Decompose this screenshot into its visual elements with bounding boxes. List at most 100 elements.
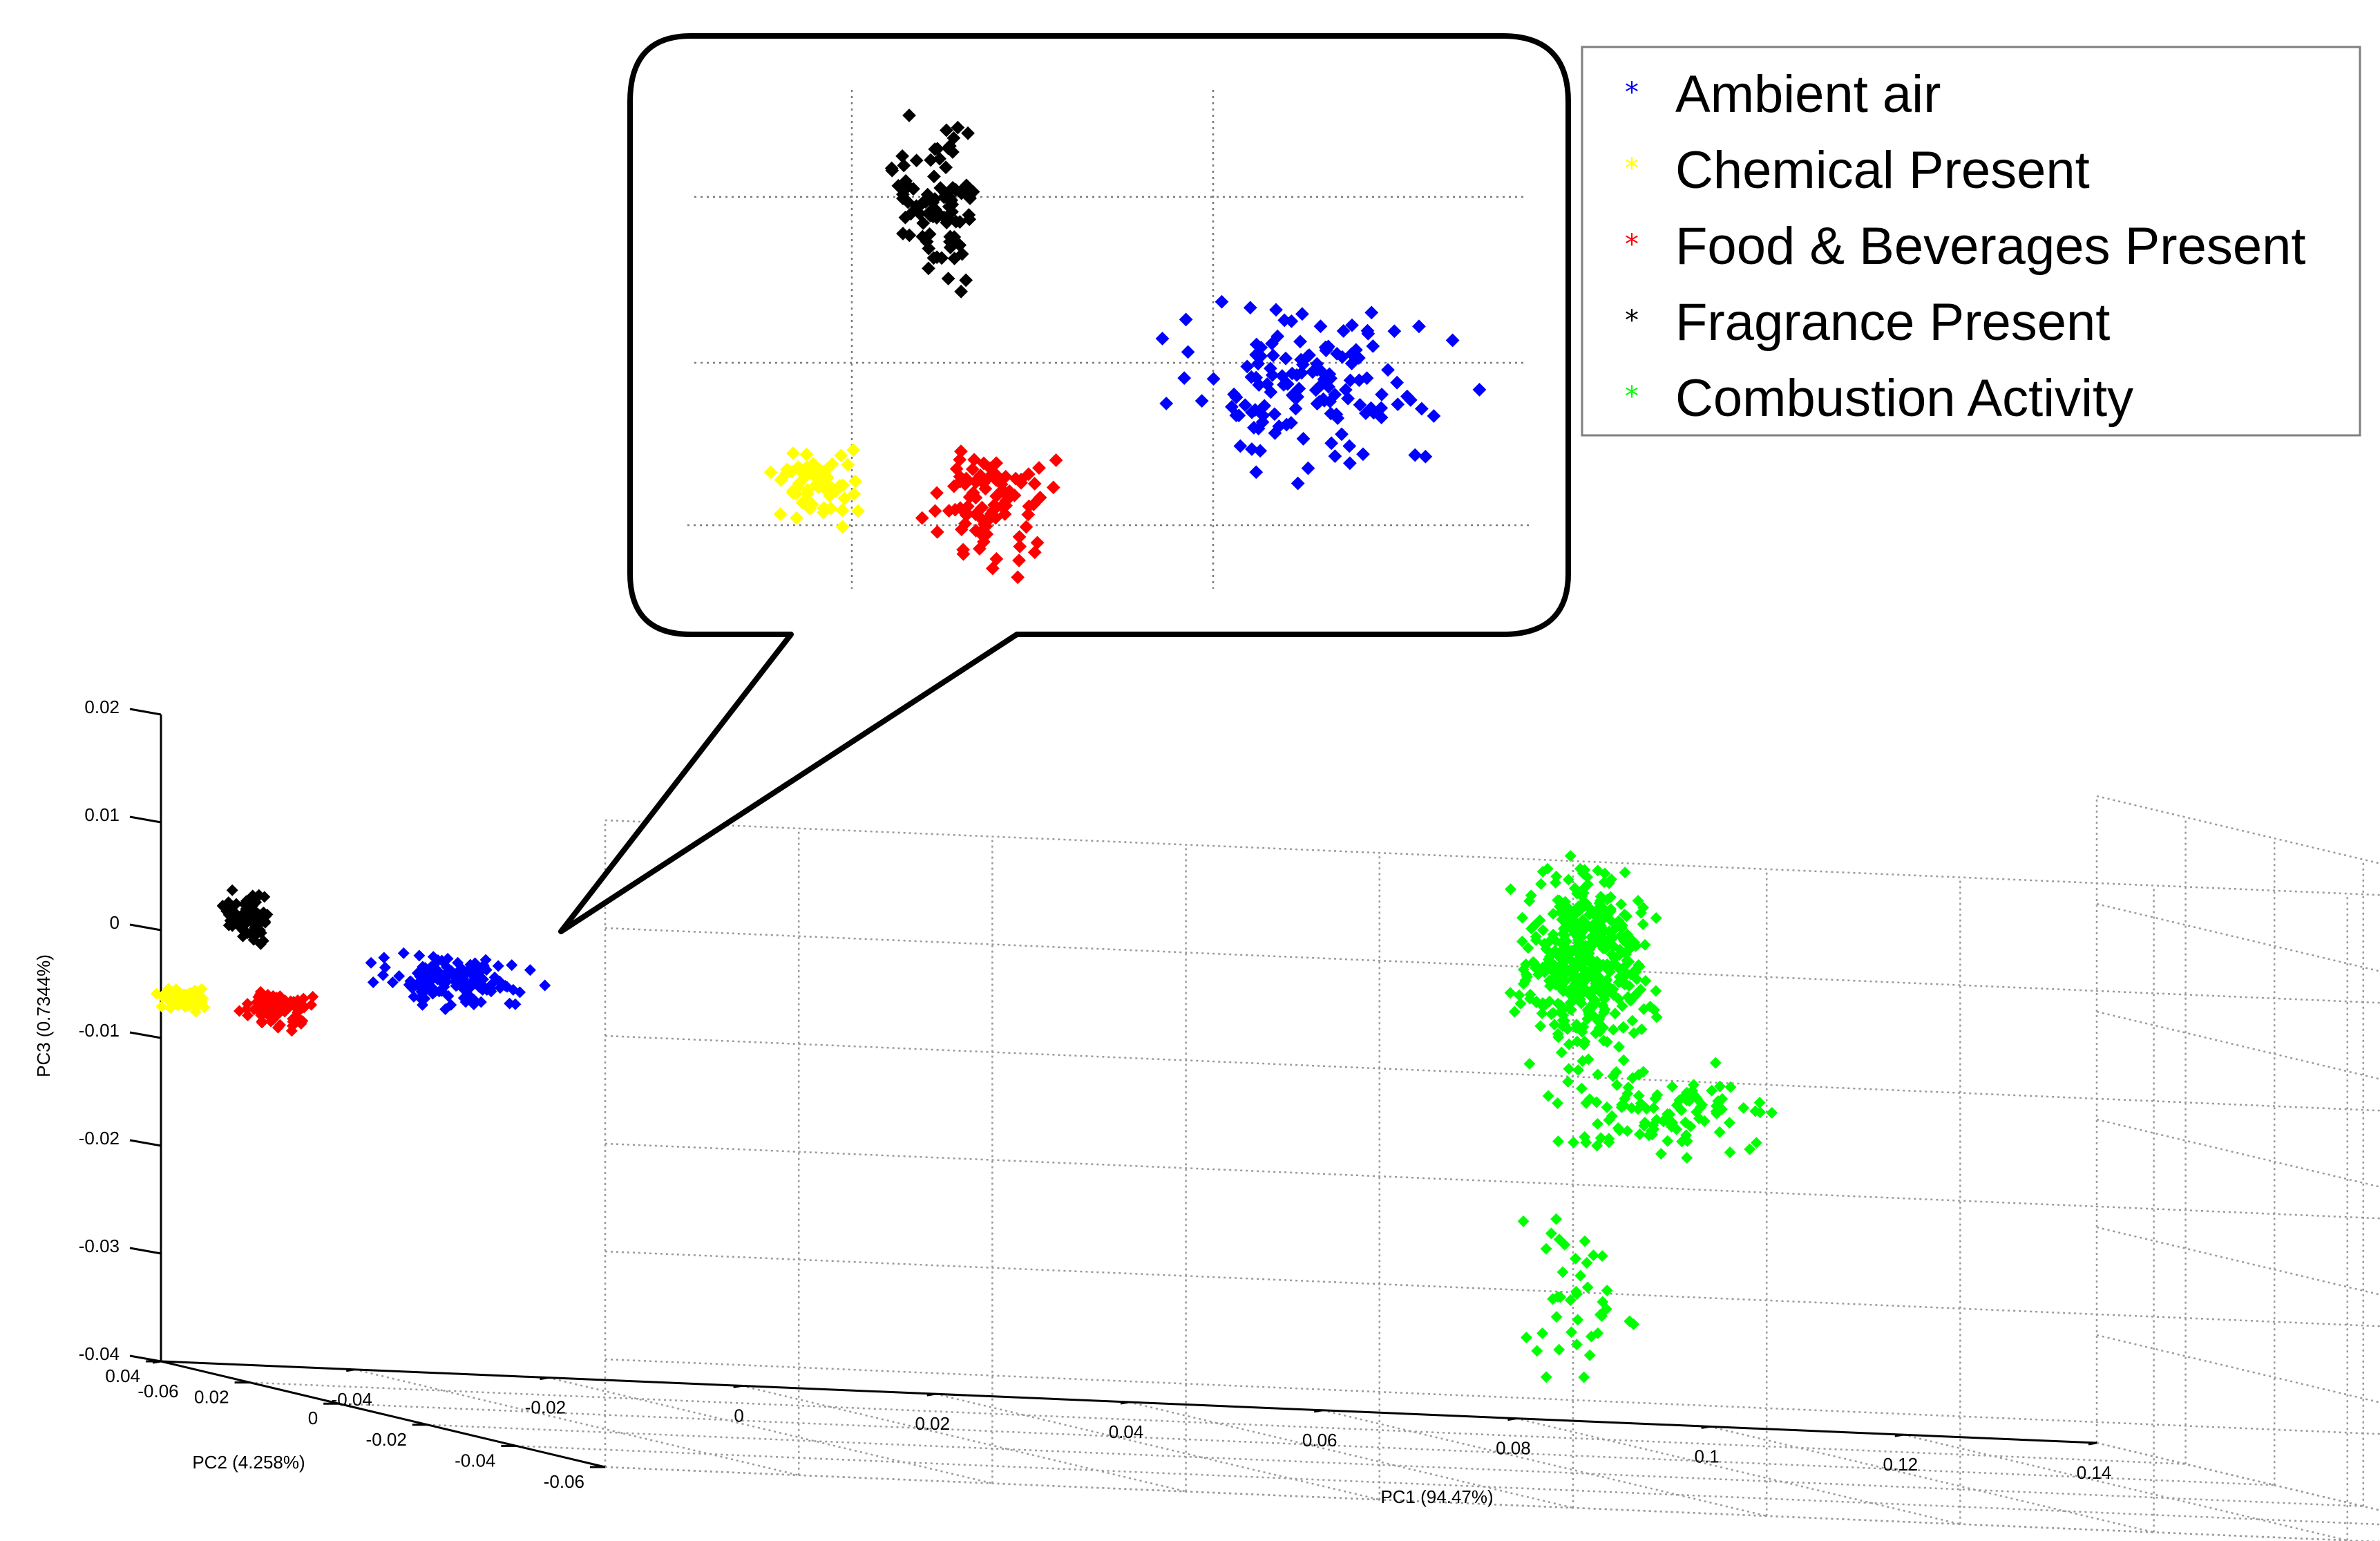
legend-label: Food & Beverages Present: [1675, 217, 2306, 276]
inset-data-point: [1301, 461, 1315, 475]
inset-data-point: [786, 446, 800, 460]
inset-data-point: [1233, 439, 1248, 453]
data-point: [1583, 902, 1596, 915]
legend: * Ambient air * Chemical Present * Food & Bev…: [1581, 46, 2361, 437]
inset-data-point: [1414, 401, 1429, 416]
inset-data-point: [1021, 507, 1036, 522]
inset-data-point: [1012, 554, 1026, 567]
data-point: [1592, 1068, 1604, 1081]
inset-data-point: [1240, 359, 1255, 374]
data-point: [1593, 1023, 1606, 1035]
x-tick-label: 0.14: [2077, 1462, 2112, 1483]
gridline-floor-x: [1322, 1409, 1767, 1518]
data-point: [1525, 923, 1538, 935]
x-tick: [2088, 1441, 2097, 1446]
x-tick-label: 0.02: [915, 1413, 950, 1434]
inset-data-point: [942, 200, 956, 214]
legend-marker: *: [1625, 305, 1639, 337]
gridline-floor-x: [354, 1368, 799, 1477]
data-point: [1666, 1080, 1679, 1093]
data-point: [1632, 1090, 1645, 1102]
data-point: [1585, 1330, 1597, 1343]
inset-data-point: [927, 169, 941, 184]
inset-data-point: [847, 486, 861, 501]
z-tick: [129, 1247, 162, 1255]
data-point: [1538, 938, 1550, 950]
inset-data-point: [1367, 406, 1381, 420]
inset-data-point: [957, 183, 971, 198]
inset-data-point: [773, 507, 788, 521]
inset-data-point: [1027, 545, 1042, 560]
inset-data-point: [1249, 348, 1263, 362]
inset-data-point: [1032, 461, 1046, 475]
data-point: [1766, 1106, 1778, 1119]
inset-data-point: [1342, 456, 1357, 471]
inset-data-point: [1324, 371, 1338, 386]
legend-marker: *: [1625, 153, 1639, 185]
data-point: [1569, 1252, 1581, 1265]
data-point: [1709, 1057, 1722, 1069]
inset-data-point: [906, 182, 920, 196]
z-tick: [129, 1031, 162, 1039]
inset-data-point: [1011, 570, 1025, 585]
data-point: [1655, 1148, 1667, 1160]
inset-data-point: [841, 457, 855, 472]
data-point: [1749, 1105, 1762, 1117]
inset-data-point: [1030, 536, 1045, 550]
legend-label: Fragrance Present: [1675, 293, 2110, 352]
gridline-z: [604, 819, 2380, 896]
inset-data-point: [983, 511, 998, 525]
inset-data-point: [928, 191, 942, 206]
z-tick: [129, 923, 162, 932]
inset-data-point: [926, 251, 941, 265]
inset-data-point: [954, 284, 969, 299]
x-tick: [345, 1368, 355, 1372]
inset-data-point: [930, 524, 944, 539]
inset-data-point: [1293, 334, 1307, 349]
data-point: [1738, 1102, 1750, 1114]
inset-data-point: [966, 486, 980, 500]
inset-data-point: [1353, 397, 1367, 412]
inset-data-point: [902, 108, 916, 122]
data-point: [1547, 907, 1559, 920]
inset-data-point: [963, 191, 977, 205]
data-point: [1545, 1227, 1557, 1240]
data-point: [1565, 1003, 1577, 1016]
inset-points: [763, 108, 1487, 585]
data-point: [1613, 1124, 1626, 1137]
inset-data-point: [959, 273, 973, 287]
inset-data-point: [915, 229, 930, 244]
data-point: [1601, 1101, 1613, 1113]
inset-data-point: [933, 151, 946, 166]
inset-data-point: [837, 491, 852, 506]
data-point: [438, 981, 450, 993]
data-point: [307, 990, 319, 1003]
legend-marker: *: [1625, 229, 1639, 261]
inset-data-point: [1046, 480, 1060, 495]
inset-data-point: [1301, 349, 1315, 363]
data-point: [1505, 883, 1517, 896]
data-point: [1610, 1079, 1623, 1091]
data-point: [1531, 1345, 1543, 1357]
z-tick: [129, 708, 162, 716]
z-tick-label: 0: [110, 912, 120, 933]
data-point: [1621, 937, 1633, 949]
data-point: [1688, 1079, 1700, 1091]
inset-data-point: [1255, 415, 1270, 429]
inset-data-point: [1021, 467, 1036, 482]
data-point: [1723, 1117, 1735, 1129]
data-point: [1621, 1125, 1634, 1137]
inset-data-point: [1408, 448, 1422, 462]
inset-data-point: [1291, 476, 1305, 491]
inset-data-point: [1249, 337, 1264, 352]
data-point: [1516, 911, 1529, 924]
inset-data-point: [946, 479, 961, 493]
inset-data-point: [969, 523, 983, 538]
gridline-floor-y: [427, 1424, 2363, 1508]
data-point: [1632, 895, 1644, 907]
inset-data-point: [851, 504, 866, 518]
y-axis-label: PC2 (4.258%): [192, 1452, 305, 1473]
inset-data-point: [1390, 375, 1405, 390]
inset-data-point: [958, 504, 973, 519]
y-axis-line: [160, 1360, 606, 1468]
